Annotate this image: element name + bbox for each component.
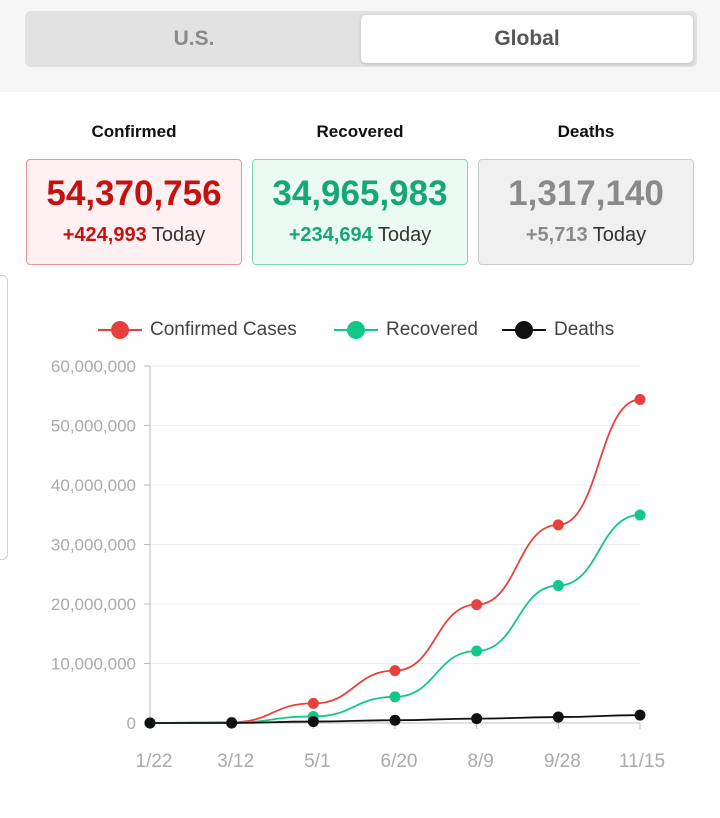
legend-confirmed-icon	[98, 321, 142, 339]
legend-label-confirmed: Confirmed Cases	[150, 319, 297, 340]
data-point	[144, 717, 156, 729]
y-tick-label: 60,000,000	[51, 357, 136, 376]
data-point	[471, 599, 483, 611]
y-tick-label: 50,000,000	[51, 417, 136, 436]
deaths-delta: +5,713	[525, 224, 588, 246]
tab-global[interactable]: Global	[361, 15, 693, 63]
y-tick-label: 40,000,000	[51, 476, 136, 495]
data-point	[634, 709, 646, 721]
data-point	[471, 645, 483, 657]
x-tick-label: 8/9	[467, 751, 493, 772]
data-point	[634, 393, 646, 405]
x-tick-label: 6/20	[381, 751, 418, 772]
x-tick-label: 3/12	[217, 751, 254, 772]
legend-label-recovered: Recovered	[386, 319, 478, 340]
recovered-card: 34,965,983 +234,694 Today	[252, 159, 468, 265]
confirmed-delta: +424,993	[62, 224, 147, 246]
data-point	[389, 691, 401, 703]
x-tick-label: 9/28	[544, 751, 581, 772]
confirmed-card: 54,370,756 +424,993 Today	[26, 159, 242, 265]
data-point	[471, 713, 483, 725]
deaths-label: Deaths	[557, 122, 615, 141]
y-tick-label: 10,000,000	[51, 655, 136, 674]
y-tick-label: 30,000,000	[51, 536, 136, 555]
recovered-label: Recovered	[316, 122, 404, 141]
data-point	[307, 716, 319, 728]
x-tick-label: 11/15	[619, 751, 665, 772]
recovered-today: +234,694 Today	[253, 224, 467, 247]
legend-recovered-icon	[334, 321, 378, 339]
tab-us[interactable]: U.S.	[173, 27, 215, 50]
deaths-card: 1,317,140 +5,713 Today	[478, 159, 694, 265]
confirmed-today-label: Today	[151, 224, 206, 246]
data-point	[307, 697, 319, 709]
recovered-delta: +234,694	[288, 224, 373, 246]
confirmed-total: 54,370,756	[46, 174, 222, 213]
data-point	[389, 665, 401, 677]
cumulative-line-chart: 0 10,000,000 20,000,000 30,000,000 40,000,00…	[51, 357, 665, 772]
legend-label-deaths: Deaths	[554, 319, 615, 340]
side-drawer-handle[interactable]	[0, 275, 8, 560]
region-toggle: U.S. Global	[25, 11, 697, 67]
confirmed-today: +424,993 Today	[27, 224, 241, 247]
y-tick-label: 20,000,000	[51, 595, 136, 614]
data-point	[552, 711, 564, 723]
x-tick-label: 5/1	[304, 751, 330, 772]
legend-deaths-icon	[502, 321, 546, 339]
y-tick-label: 0	[127, 714, 136, 733]
data-point	[552, 580, 564, 592]
x-tick-label: 1/22	[136, 751, 173, 772]
confirmed-label: Confirmed	[91, 122, 177, 141]
recovered-today-label: Today	[377, 224, 432, 246]
deaths-total: 1,317,140	[508, 174, 664, 213]
recovered-total: 34,965,983	[272, 174, 448, 213]
deaths-today: +5,713 Today	[479, 224, 693, 247]
data-point	[226, 717, 238, 729]
deaths-today-label: Today	[592, 224, 647, 246]
data-point	[552, 519, 564, 531]
data-point	[634, 509, 646, 521]
chart-legend: Confirmed Cases Recovered Deaths	[0, 314, 720, 346]
data-point	[389, 714, 401, 726]
